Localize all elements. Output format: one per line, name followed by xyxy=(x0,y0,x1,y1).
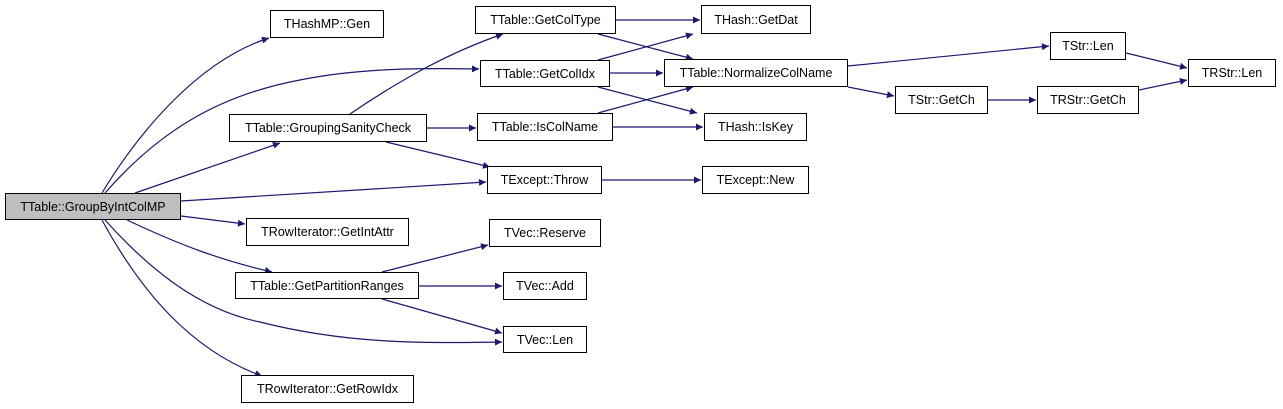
edge-sanity-to-getcoltype xyxy=(349,32,504,115)
edge-groupby-to-sanity xyxy=(134,141,281,194)
edge-partition-to-veclen xyxy=(381,298,503,335)
node-get-col-type[interactable]: TTable::GetColType xyxy=(475,6,616,34)
node-except-new[interactable]: TExcept::New xyxy=(702,166,809,194)
edge-groupby-to-getcolidx xyxy=(104,65,480,194)
edge-sanity-to-throw xyxy=(385,141,491,169)
edge-partition-to-reserve xyxy=(381,243,489,273)
edge-groupby-to-getrowidx xyxy=(101,219,263,377)
node-get-row-idx[interactable]: TRowIterator::GetRowIdx xyxy=(241,375,414,403)
edge-groupby-to-getintattr xyxy=(180,215,246,227)
edge-iscolname-to-normalize xyxy=(597,85,694,114)
node-trstr-getch[interactable]: TRStr::GetCh xyxy=(1037,86,1139,114)
node-tstr-getch[interactable]: TStr::GetCh xyxy=(895,86,988,114)
node-get-partition-ranges[interactable]: TTable::GetPartitionRanges xyxy=(235,272,419,299)
node-is-col-name[interactable]: TTable::IsColName xyxy=(477,113,613,141)
node-vec-reserve[interactable]: TVec::Reserve xyxy=(489,219,601,247)
edge-getcolidx-to-getdat xyxy=(597,32,694,61)
edge-normalize-to-tstr_getch xyxy=(847,86,895,99)
node-get-col-idx[interactable]: TTable::GetColIdx xyxy=(480,60,610,87)
node-vec-add[interactable]: TVec::Add xyxy=(503,272,587,300)
node-hash-get-dat[interactable]: THash::GetDat xyxy=(701,5,811,34)
edge-groupby-to-partition xyxy=(126,219,273,274)
node-vec-len[interactable]: TVec::Len xyxy=(503,326,587,353)
edge-trstr_getch-to-trstr_len xyxy=(1138,78,1188,91)
node-normalize-col-name[interactable]: TTable::NormalizeColName xyxy=(664,59,848,87)
edge-normalize-to-tstr_len xyxy=(847,43,1050,67)
node-trstr-len[interactable]: TRStr::Len xyxy=(1188,59,1276,87)
node-except-throw[interactable]: TExcept::Throw xyxy=(487,166,602,194)
node-grouping-sanity-check[interactable]: TTable::GroupingSanityCheck xyxy=(229,114,427,142)
edge-groupby-to-throw xyxy=(180,178,487,202)
node-groupby: TTable::GroupByIntColMP xyxy=(5,193,181,220)
node-hash-is-key[interactable]: THash::IsKey xyxy=(704,113,807,141)
edge-groupby-to-veclen xyxy=(104,219,503,346)
node-hashmp-gen[interactable]: THashMP::Gen xyxy=(270,10,384,38)
node-get-int-attr[interactable]: TRowIterator::GetIntAttr xyxy=(246,218,409,246)
edge-tstr_len-to-trstr_len xyxy=(1125,52,1188,70)
edge-groupby-to-hashmp_gen xyxy=(101,36,270,194)
node-tstr-len[interactable]: TStr::Len xyxy=(1050,32,1126,60)
